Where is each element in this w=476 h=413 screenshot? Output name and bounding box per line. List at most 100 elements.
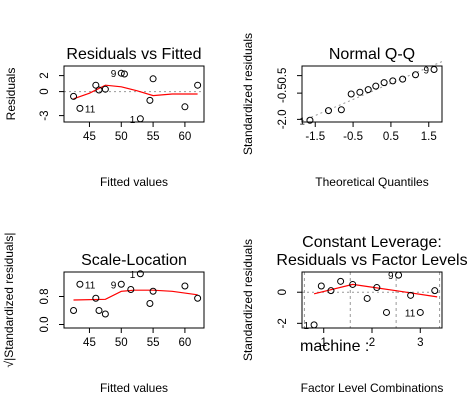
data-point	[373, 284, 381, 292]
reference-lines	[302, 272, 442, 328]
loess-smooth-line	[73, 289, 198, 301]
x-axis-label: Theoretical Quantiles	[315, 175, 428, 189]
x-axis-label: Fitted values	[100, 381, 168, 395]
point-label: 11	[405, 308, 416, 319]
y-axis-label: √|Standardized residuals|	[2, 233, 16, 368]
data-point	[412, 71, 420, 79]
chart-subtitle: Residuals vs Factor Levels	[276, 252, 467, 269]
data-point	[416, 308, 424, 316]
y-axis-label: Residuals	[4, 68, 18, 121]
y-tick-label: 0.8	[39, 289, 51, 305]
data-points	[310, 271, 439, 329]
plot-frame	[63, 65, 205, 123]
data-point	[146, 300, 154, 307]
data-point	[181, 282, 189, 290]
x-tick-label: 0.5	[383, 131, 399, 143]
data-point	[117, 280, 125, 288]
point-label: 1	[130, 270, 136, 281]
point-label: 9	[388, 271, 394, 282]
data-point	[120, 70, 128, 78]
data-point	[389, 77, 397, 85]
data-point	[101, 310, 109, 318]
data-point	[337, 277, 345, 285]
data-point	[382, 308, 390, 316]
point-labels: 11 9 1	[85, 69, 136, 126]
data-point	[372, 82, 380, 90]
data-point	[327, 287, 335, 295]
chart-title: Normal Q-Q	[329, 46, 415, 63]
data-point	[117, 69, 125, 77]
y-axis-ticks: -2 0	[277, 289, 302, 328]
point-label: 9	[111, 69, 117, 80]
data-point	[363, 294, 371, 302]
y-tick-label: -3	[39, 110, 51, 120]
smooth-line	[73, 84, 198, 100]
data-point	[324, 107, 332, 115]
data-point	[92, 294, 100, 302]
point-label: 9	[111, 280, 117, 291]
x-tick-label: 55	[147, 131, 160, 143]
data-point	[430, 66, 438, 73]
y-axis-ticks: -2.0 -0.50.5	[277, 68, 302, 129]
scale-location-panel: Scale-Location Fitted values √|Standardi…	[2, 233, 205, 395]
data-point	[194, 81, 202, 89]
data-point	[76, 280, 84, 288]
data-point	[395, 271, 403, 279]
x-tick-label: 45	[83, 131, 96, 143]
y-tick-label: 2	[39, 72, 51, 78]
data-point	[310, 321, 318, 329]
data-point	[407, 291, 415, 299]
x-tick-label: -1.5	[305, 131, 325, 143]
point-label: 1	[304, 321, 310, 332]
reference-lines	[301, 61, 443, 122]
point-label: 9	[423, 66, 429, 77]
x-tick-label: -0.5	[343, 131, 363, 143]
data-point	[399, 75, 407, 83]
loess-smooth-line	[73, 84, 198, 100]
y-axis-ticks: 0.0 0.8	[39, 289, 64, 333]
data-points	[70, 69, 202, 123]
y-axis-ticks: -3 0 2	[39, 72, 64, 121]
data-point	[76, 104, 84, 112]
x-axis-label: Fitted values	[100, 175, 168, 189]
data-point	[70, 307, 78, 314]
plot-frame	[301, 65, 443, 123]
x-tick-label: 45	[83, 337, 96, 349]
data-point	[181, 103, 189, 111]
x-tick-label: 55	[147, 337, 160, 349]
plot-frame	[63, 271, 205, 329]
x-tick-label: 1	[321, 337, 327, 349]
data-points	[70, 270, 202, 318]
data-point	[149, 75, 157, 83]
y-tick-label: -2	[277, 318, 289, 328]
qq-reference-line	[301, 61, 443, 122]
plot-frame	[301, 271, 443, 329]
data-points	[306, 66, 438, 124]
y-tick-label: -2.0	[277, 109, 289, 129]
data-point	[136, 270, 144, 278]
x-tick-label: 50	[115, 337, 128, 349]
data-point	[306, 116, 314, 124]
point-label: 1	[130, 115, 136, 126]
data-point	[92, 81, 100, 89]
y-tick-label: 0	[277, 289, 289, 295]
data-point	[356, 88, 364, 96]
y-tick-label: 0	[39, 88, 51, 94]
smooth-line	[73, 289, 198, 301]
x-axis-ticks: 1 2 3	[321, 328, 423, 349]
data-point	[337, 106, 345, 114]
y-tick-label: 0.0	[39, 317, 51, 333]
x-tick-label: 3	[417, 337, 423, 349]
x-axis-ticks: 45 50 55 60	[83, 122, 191, 143]
x-axis-ticks: -1.5 -0.5 0.5 1.5	[305, 122, 437, 143]
x-tick-label: 60	[179, 337, 192, 349]
x-axis-label: Factor Level Combinations	[301, 381, 444, 395]
chart-title: Constant Leverage:	[302, 234, 442, 251]
point-label: 11	[85, 104, 96, 115]
data-point	[380, 79, 388, 87]
data-point	[194, 294, 202, 302]
x-tick-label: 50	[115, 131, 128, 143]
y-axis-label: Standardized residuals	[241, 239, 255, 361]
point-labels: 11 9 1	[85, 270, 136, 292]
